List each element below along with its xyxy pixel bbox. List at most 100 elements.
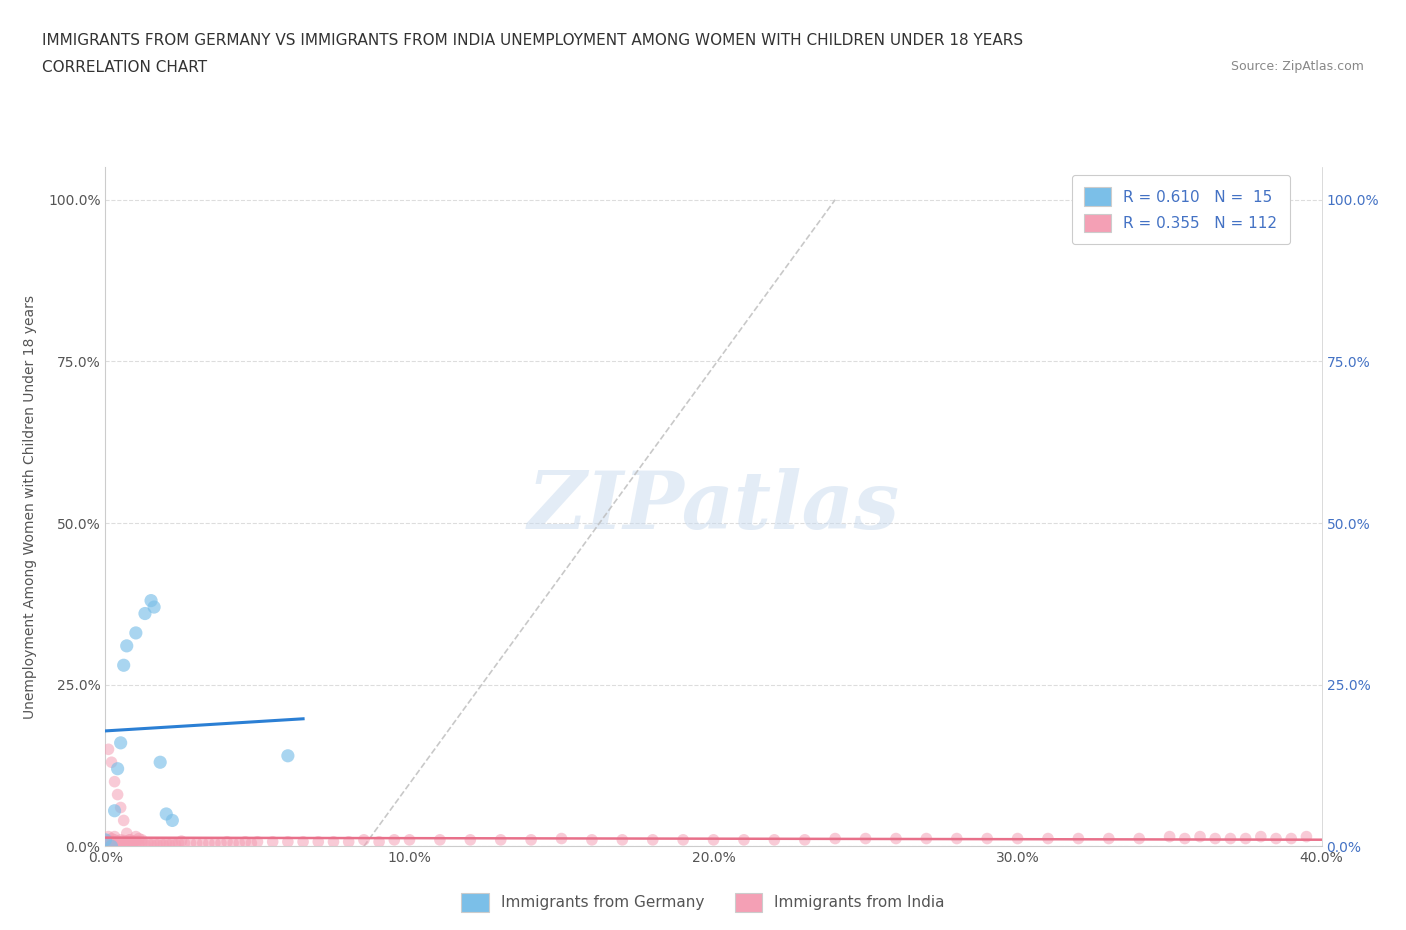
Point [240, 836, 263, 851]
Point [112, 658, 135, 672]
Point [112, 833, 135, 848]
Point [824, 831, 846, 846]
Point [110, 836, 132, 851]
Point [94, 832, 117, 847]
Point [382, 832, 405, 847]
Point [1128, 831, 1150, 846]
Point [262, 834, 284, 849]
Text: Source: ZipAtlas.com: Source: ZipAtlas.com [1230, 60, 1364, 73]
Point [277, 749, 299, 764]
Point [353, 832, 375, 847]
Point [107, 762, 129, 777]
Point [97, 838, 120, 853]
Point [128, 831, 150, 846]
Point [134, 606, 156, 621]
Point [641, 832, 664, 847]
Point [157, 837, 180, 852]
Point [110, 839, 132, 854]
Point [103, 832, 125, 847]
Point [162, 836, 184, 851]
Point [246, 834, 269, 849]
Point [702, 832, 725, 847]
Point [458, 832, 481, 847]
Point [217, 834, 239, 849]
Point [1250, 830, 1272, 844]
Point [121, 833, 143, 848]
Point [162, 813, 184, 828]
Point [131, 832, 153, 847]
Point [233, 834, 256, 849]
Point [139, 837, 162, 852]
Point [337, 834, 360, 849]
Point [118, 832, 141, 847]
Point [143, 600, 166, 615]
Point [118, 837, 141, 852]
Point [398, 832, 420, 847]
Point [191, 836, 214, 851]
Point [118, 832, 141, 847]
Point [1188, 830, 1211, 844]
Text: IMMIGRANTS FROM GERMANY VS IMMIGRANTS FROM INDIA UNEMPLOYMENT AMONG WOMEN WITH C: IMMIGRANTS FROM GERMANY VS IMMIGRANTS FR… [42, 33, 1024, 47]
Point [97, 830, 120, 844]
Point [107, 838, 129, 853]
Point [115, 826, 138, 841]
Point [1007, 831, 1029, 846]
Point [115, 833, 138, 848]
Text: CORRELATION CHART: CORRELATION CHART [42, 60, 207, 75]
Point [94, 837, 117, 852]
Point [100, 755, 122, 770]
Point [100, 839, 122, 854]
Point [165, 837, 187, 852]
Point [945, 831, 967, 846]
Point [149, 755, 172, 770]
Point [976, 831, 998, 846]
Point [763, 832, 786, 847]
Point [107, 787, 129, 802]
Point [121, 839, 143, 854]
Point [915, 831, 938, 846]
Point [1067, 831, 1090, 846]
Point [228, 836, 250, 851]
Point [198, 836, 221, 851]
Point [612, 832, 634, 847]
Point [136, 836, 159, 851]
Point [134, 837, 156, 852]
Point [97, 832, 120, 847]
Point [107, 833, 129, 848]
Point [855, 831, 877, 846]
Point [1174, 831, 1197, 846]
Point [489, 832, 512, 847]
Point [110, 800, 132, 815]
Point [128, 837, 150, 852]
Legend: R = 0.610   N =  15, R = 0.355   N = 112: R = 0.610 N = 15, R = 0.355 N = 112 [1071, 175, 1289, 245]
Point [125, 830, 148, 844]
Point [1295, 830, 1317, 844]
Legend: Immigrants from Germany, Immigrants from India: Immigrants from Germany, Immigrants from… [456, 887, 950, 918]
Point [131, 836, 153, 851]
Point [139, 593, 162, 608]
Point [292, 834, 315, 849]
Point [1219, 831, 1241, 846]
Point [155, 836, 177, 851]
Point [152, 837, 174, 852]
Point [550, 831, 572, 846]
Point [170, 833, 193, 848]
Point [204, 836, 226, 851]
Point [115, 638, 138, 653]
Point [149, 836, 172, 851]
Point [103, 830, 125, 844]
Point [1279, 831, 1302, 846]
Point [884, 831, 907, 846]
Point [100, 833, 122, 848]
Point [97, 742, 120, 757]
Point [520, 832, 543, 847]
Point [94, 836, 117, 851]
Point [103, 804, 125, 818]
Point [368, 834, 391, 849]
Point [112, 837, 135, 852]
Point [121, 834, 143, 849]
Point [277, 834, 299, 849]
Point [100, 839, 122, 854]
Point [112, 813, 135, 828]
Point [167, 836, 190, 851]
